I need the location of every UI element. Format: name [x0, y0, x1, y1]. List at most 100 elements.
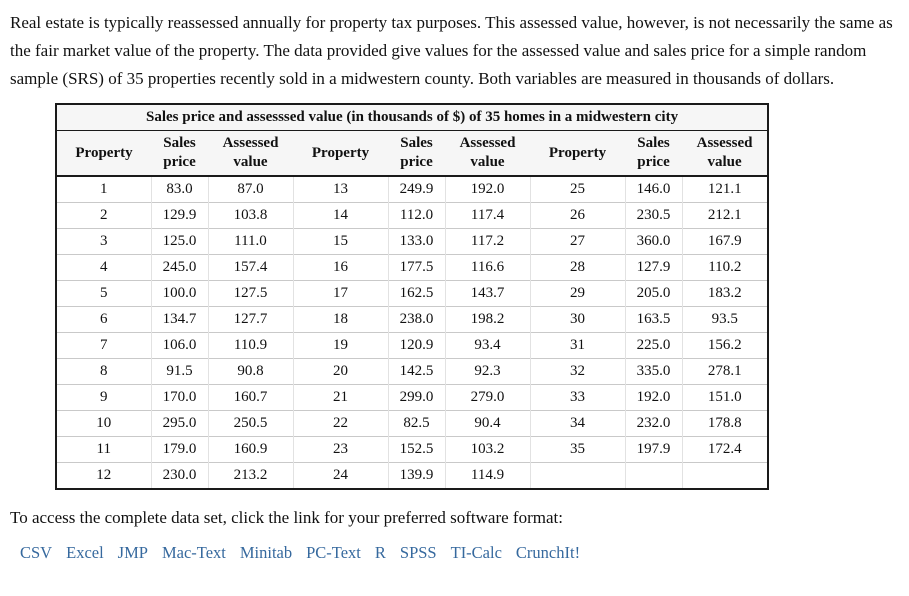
table-cell: 167.9 [681, 228, 769, 255]
table-cell: 91.5 [150, 358, 208, 385]
table-cell: 117.2 [444, 228, 530, 255]
table-cell: 13 [292, 176, 388, 203]
table-row: 10 295.0 250.5 22 82.5 90.4 34 232.0 178.8 [56, 410, 769, 437]
table-cell: 103.8 [207, 202, 293, 229]
format-link-r[interactable]: R [374, 543, 386, 562]
format-link-pc-text[interactable]: PC-Text [306, 543, 361, 562]
table-cell: 18 [292, 306, 388, 333]
table-cell: 106.0 [150, 332, 208, 359]
table-cell: 121.1 [681, 176, 769, 203]
table-cell: 10 [56, 410, 151, 437]
table-cell: 225.0 [624, 332, 682, 359]
column-header: Assessed value [208, 130, 293, 177]
table-body: 1 83.0 87.0 13 249.9 192.0 25 146.0 121.1 2 129.9 1… [56, 176, 769, 489]
table-cell: 31 [529, 332, 625, 359]
table-cell: 16 [292, 254, 388, 281]
table-cell: 125.0 [150, 228, 208, 255]
table-cell: 4 [56, 254, 151, 281]
table-cell: 111.0 [207, 228, 293, 255]
table-row: 5 100.0 127.5 17 162.5 143.7 29 205.0 183.2 [56, 280, 769, 307]
table-cell: 1 [56, 176, 151, 203]
table-cell: 127.5 [207, 280, 293, 307]
table-cell: 156.2 [681, 332, 769, 359]
format-link-crunchit[interactable]: CrunchIt! [515, 543, 581, 562]
table-cell: 151.0 [681, 384, 769, 411]
table-cell: 232.0 [624, 410, 682, 437]
column-header: Property [530, 130, 625, 177]
table-cell: 11 [56, 436, 151, 463]
table-cell: 245.0 [150, 254, 208, 281]
table-cell: 230.5 [624, 202, 682, 229]
table-title-row: Sales price and assesssed value (in thou… [56, 104, 769, 131]
table-cell: 212.1 [681, 202, 769, 229]
table-cell: 22 [292, 410, 388, 437]
intro-paragraph: Real estate is typically reassessed annu… [10, 13, 893, 88]
table-cell: 172.4 [681, 436, 769, 463]
format-links: CSV Excel JMP Mac-Text Minitab PC-Text R SPSS TI… [20, 540, 899, 566]
format-link-csv[interactable]: CSV [20, 543, 53, 562]
table-cell: 163.5 [624, 306, 682, 333]
table-row: 1 83.0 87.0 13 249.9 192.0 25 146.0 121.1 [56, 176, 769, 203]
table-cell: 117.4 [444, 202, 530, 229]
table-cell: 7 [56, 332, 151, 359]
table-title: Sales price and assesssed value (in thou… [56, 104, 769, 131]
table-cell: 197.9 [624, 436, 682, 463]
table-cell: 82.5 [387, 410, 445, 437]
table-cell: 177.5 [387, 254, 445, 281]
format-link-spss[interactable]: SPSS [399, 543, 437, 562]
format-link-minitab[interactable]: Minitab [239, 543, 293, 562]
table-cell: 20 [292, 358, 388, 385]
table-cell: 127.7 [207, 306, 293, 333]
table-cell: 90.4 [444, 410, 530, 437]
table-cell: 160.7 [207, 384, 293, 411]
table-cell: 87.0 [207, 176, 293, 203]
table-cell: 129.9 [150, 202, 208, 229]
table-cell: 238.0 [387, 306, 445, 333]
table-cell: 133.0 [387, 228, 445, 255]
table-cell: 33 [529, 384, 625, 411]
format-link-mac-text[interactable]: Mac-Text [161, 543, 226, 562]
table-row: 11 179.0 160.9 23 152.5 103.2 35 197.9 172.4 [56, 436, 769, 463]
table-cell: 205.0 [624, 280, 682, 307]
format-link-excel[interactable]: Excel [66, 543, 104, 562]
table-cell: 2 [56, 202, 151, 229]
table-cell: 110.9 [207, 332, 293, 359]
table-cell: 183.2 [681, 280, 769, 307]
table-cell: 6 [56, 306, 151, 333]
table-cell: 213.2 [207, 462, 293, 489]
table-cell: 143.7 [444, 280, 530, 307]
table-cell: 103.2 [444, 436, 530, 463]
table-cell: 17 [292, 280, 388, 307]
table-cell: 83.0 [150, 176, 208, 203]
table-cell: 230.0 [150, 462, 208, 489]
table-cell: 179.0 [150, 436, 208, 463]
table-cell: 8 [56, 358, 151, 385]
table-cell: 12 [56, 462, 151, 489]
table-cell: 100.0 [150, 280, 208, 307]
table-cell: 178.8 [681, 410, 769, 437]
table-cell: 146.0 [624, 176, 682, 203]
table-cell: 27 [529, 228, 625, 255]
sales-assessed-table: Sales price and assesssed value (in thou… [55, 103, 770, 490]
table-cell: 28 [529, 254, 625, 281]
table-cell: 127.9 [624, 254, 682, 281]
table-cell: 198.2 [444, 306, 530, 333]
table-cell: 295.0 [150, 410, 208, 437]
footer-instruction: To access the complete data set, click t… [10, 508, 563, 527]
table-cell: 192.0 [624, 384, 682, 411]
column-header: Sales price [625, 130, 682, 177]
format-link-ti-calc[interactable]: TI-Calc [450, 543, 502, 562]
table-cell: 93.5 [681, 306, 769, 333]
format-link-jmp[interactable]: JMP [117, 543, 148, 562]
table-cell: 15 [292, 228, 388, 255]
table-cell: 32 [529, 358, 625, 385]
column-header: Sales price [151, 130, 208, 177]
table-cell: 162.5 [387, 280, 445, 307]
table-cell: 110.2 [681, 254, 769, 281]
table-cell: 26 [529, 202, 625, 229]
table-cell: 278.1 [681, 358, 769, 385]
table-cell: 112.0 [387, 202, 445, 229]
column-header: Assessed value [682, 130, 769, 177]
table-cell: 23 [292, 436, 388, 463]
